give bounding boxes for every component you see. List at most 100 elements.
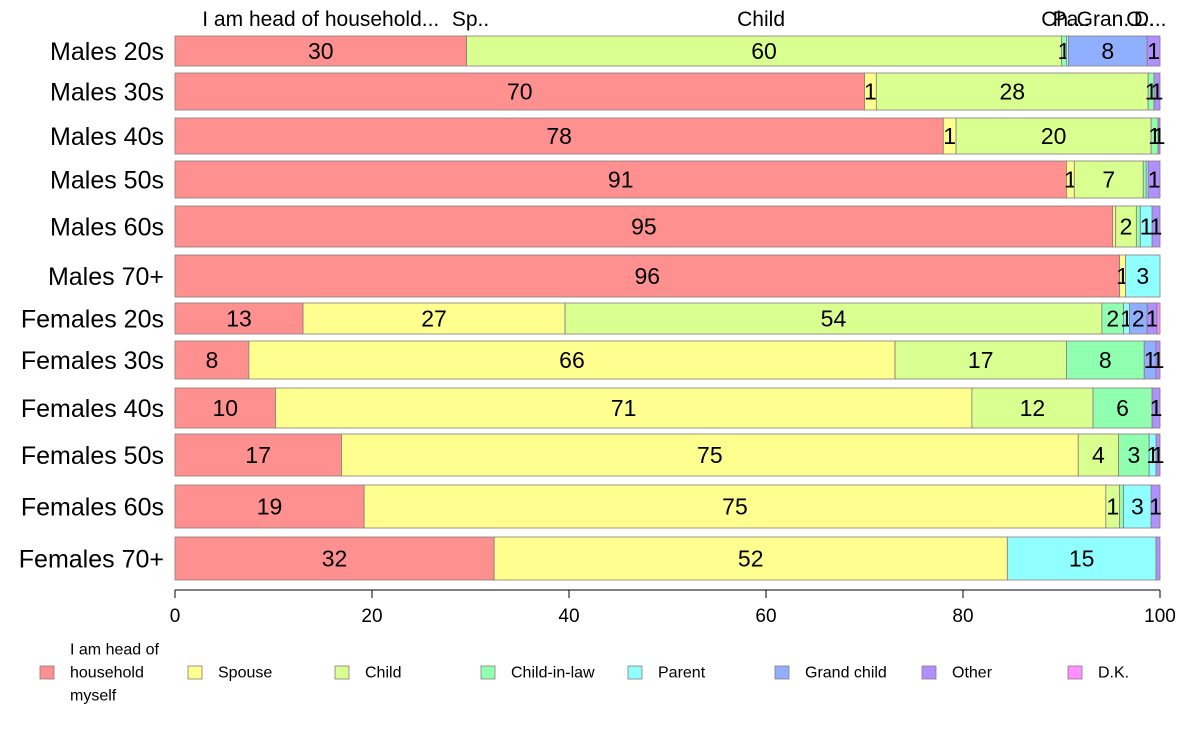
top-label-7: D... bbox=[1134, 8, 1167, 31]
legend-swatch-4 bbox=[627, 665, 643, 680]
legend-swatch-2 bbox=[334, 665, 350, 680]
bar-label-10-0: 19 bbox=[257, 494, 283, 520]
bar-label-6-3: 2 bbox=[1106, 306, 1119, 332]
bar-segment-7-6 bbox=[1155, 340, 1161, 380]
legend-item-7: D.K. bbox=[1067, 665, 1129, 682]
bar-label-0-2: 60 bbox=[751, 38, 777, 64]
legend-label-7-0: D.K. bbox=[1098, 665, 1129, 682]
bar-segment-0-6 bbox=[1146, 35, 1161, 67]
bar-label-6-6: 1 bbox=[1146, 306, 1159, 332]
legend-swatch-3 bbox=[480, 665, 496, 680]
bar-label-9-6: 1 bbox=[1152, 442, 1165, 468]
top-labels: I am head of household... Sp.. Child Ch..Pa… bbox=[202, 8, 1166, 31]
bar-segment-3-3 bbox=[1142, 160, 1147, 199]
bar-segment-11-6 bbox=[1155, 536, 1161, 581]
row-label-2: Males 40s bbox=[50, 123, 164, 151]
bar-segment-10-3 bbox=[1119, 484, 1124, 529]
bar-label-1-2: 28 bbox=[999, 79, 1025, 105]
bar-segment-2-6 bbox=[1157, 117, 1161, 155]
legend-swatch-6 bbox=[921, 665, 937, 680]
bar-label-10-4: 3 bbox=[1131, 494, 1144, 520]
row-label-7: Females 30s bbox=[21, 347, 164, 375]
top-label-5: Gran.. bbox=[1077, 8, 1135, 31]
bar-segment-1-6 bbox=[1153, 72, 1161, 111]
bar-segment-9-3 bbox=[1118, 433, 1150, 477]
bar-segment-10-4 bbox=[1123, 484, 1152, 529]
bar-segment-3-2 bbox=[1073, 160, 1144, 199]
bar-label-9-1: 75 bbox=[697, 442, 723, 468]
bar-row-9: 17 75 4 3 11 bbox=[174, 433, 1165, 477]
bar-label-7-5: 1 bbox=[1144, 347, 1157, 373]
bar-segment-9-2 bbox=[1077, 433, 1120, 477]
bar-segment-7-1 bbox=[248, 340, 896, 380]
bar-row-10: 19 75 1 3 1 bbox=[174, 484, 1162, 529]
legend-label-1-0: Spouse bbox=[218, 665, 272, 682]
bar-label-4-4: 1 bbox=[1140, 214, 1153, 240]
bar-label-1-0: 70 bbox=[507, 79, 533, 105]
bar-label-8-1: 71 bbox=[611, 395, 637, 421]
legend-label-2-0: Child bbox=[365, 665, 401, 682]
x-tick-label-5: 100 bbox=[1144, 606, 1176, 627]
row-label-3: Males 50s bbox=[50, 167, 164, 195]
bar-label-6-0: 13 bbox=[226, 306, 252, 332]
bar-label-1-1: 1 bbox=[864, 79, 877, 105]
row-label-5: Males 70+ bbox=[48, 263, 164, 291]
bar-segment-10-6 bbox=[1150, 484, 1161, 529]
bar-segment-9-0 bbox=[174, 433, 342, 477]
top-label-6: O.. bbox=[1126, 8, 1154, 31]
bar-segment-3-0 bbox=[174, 160, 1067, 199]
bar-label-3-0: 91 bbox=[608, 167, 634, 193]
row-label-8: Females 40s bbox=[21, 395, 164, 423]
bar-row-5: 96 1 3 bbox=[174, 254, 1161, 298]
bar-label-8-2: 12 bbox=[1020, 395, 1046, 421]
legend: I am head of household myself Spouse Child Ch… bbox=[39, 642, 1129, 705]
bar-label-11-0: 32 bbox=[322, 546, 348, 572]
legend-label-4-0: Parent bbox=[658, 665, 706, 682]
bar-segment-2-0 bbox=[174, 117, 944, 155]
bar-segment-11-4 bbox=[1006, 536, 1157, 581]
bar-segment-1-0 bbox=[174, 72, 865, 111]
legend-item-1: Spouse bbox=[187, 665, 272, 682]
top-label-1: Sp.. bbox=[452, 8, 489, 31]
row-label-11: Females 70+ bbox=[19, 546, 164, 574]
bar-label-7-6: 1 bbox=[1152, 347, 1165, 373]
bar-label-1-6: 1 bbox=[1151, 79, 1164, 105]
legend-item-0: I am head of household myself bbox=[39, 642, 160, 705]
row-label-6: Females 20s bbox=[21, 306, 164, 334]
bar-label-2-1: 1 bbox=[943, 123, 956, 149]
bar-row-4: 95 2 11 bbox=[174, 205, 1162, 248]
bar-label-10-6: 1 bbox=[1149, 494, 1162, 520]
legend-label-6-0: Other bbox=[952, 665, 993, 682]
x-tick-label-4: 80 bbox=[952, 606, 973, 627]
legend-item-2: Child bbox=[334, 665, 401, 682]
bar-segment-5-0 bbox=[174, 254, 1121, 298]
bar-segment-10-0 bbox=[174, 484, 365, 529]
bar-label-8-0: 10 bbox=[212, 395, 238, 421]
legend-swatch-0 bbox=[39, 665, 55, 680]
bar-segment-4-6 bbox=[1151, 205, 1161, 248]
bar-label-6-5: 2 bbox=[1132, 306, 1145, 332]
top-label-2: Child bbox=[737, 8, 785, 31]
bar-segment-10-1 bbox=[363, 484, 1107, 529]
legend-item-3: Child-in-law bbox=[480, 665, 595, 682]
legend-swatch-7 bbox=[1067, 665, 1083, 680]
x-tick-label-0: 0 bbox=[170, 606, 181, 627]
row-label-4: Males 60s bbox=[50, 214, 164, 242]
x-tick-label-2: 40 bbox=[558, 606, 579, 627]
bar-label-11-1: 52 bbox=[738, 546, 764, 572]
bar-segment-2-2 bbox=[955, 117, 1152, 155]
row-label-1: Males 30s bbox=[50, 79, 164, 107]
bar-label-6-1: 27 bbox=[421, 306, 447, 332]
bar-label-8-6: 1 bbox=[1150, 395, 1163, 421]
top-label-0: I am head of household... bbox=[202, 8, 439, 31]
legend-label-0-2: myself bbox=[70, 688, 117, 705]
row-labels: Males 20s Males 30s Males 40s Males 50s Male… bbox=[19, 38, 164, 574]
legend-item-6: Other bbox=[921, 665, 993, 682]
bar-segment-8-3 bbox=[1092, 387, 1153, 429]
bar-label-6-2: 54 bbox=[821, 306, 847, 332]
bar-segment-11-0 bbox=[174, 536, 495, 581]
bar-segment-4-0 bbox=[174, 205, 1114, 248]
legend-swatch-1 bbox=[187, 665, 203, 680]
